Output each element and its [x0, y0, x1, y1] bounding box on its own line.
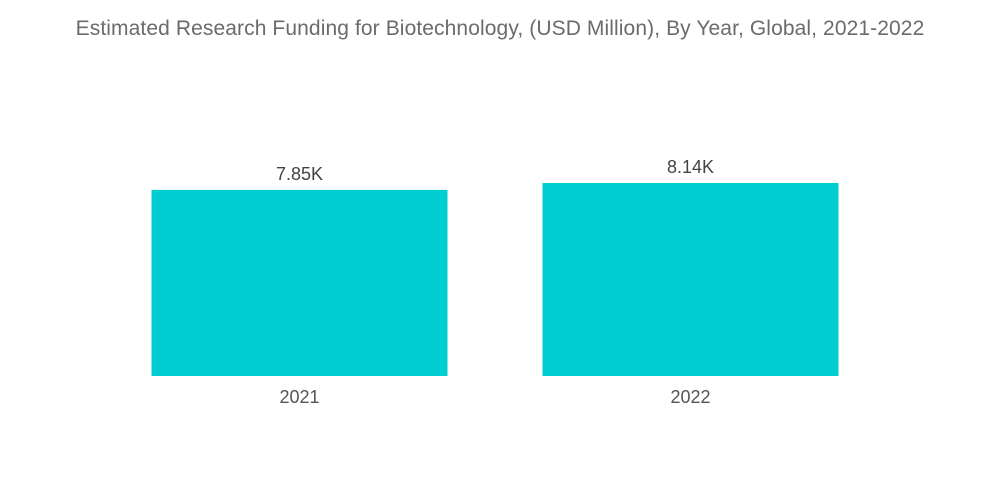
data-label-2022: 8.14K: [667, 157, 714, 177]
bar-2021: [151, 189, 448, 376]
data-label-2021: 7.85K: [276, 164, 323, 184]
chart-title: Estimated Research Funding for Biotechno…: [75, 17, 925, 40]
x-tick-label-2022: 2022: [670, 387, 710, 407]
x-tick-label-2021: 2021: [279, 387, 319, 407]
bar-2022: [542, 183, 839, 376]
